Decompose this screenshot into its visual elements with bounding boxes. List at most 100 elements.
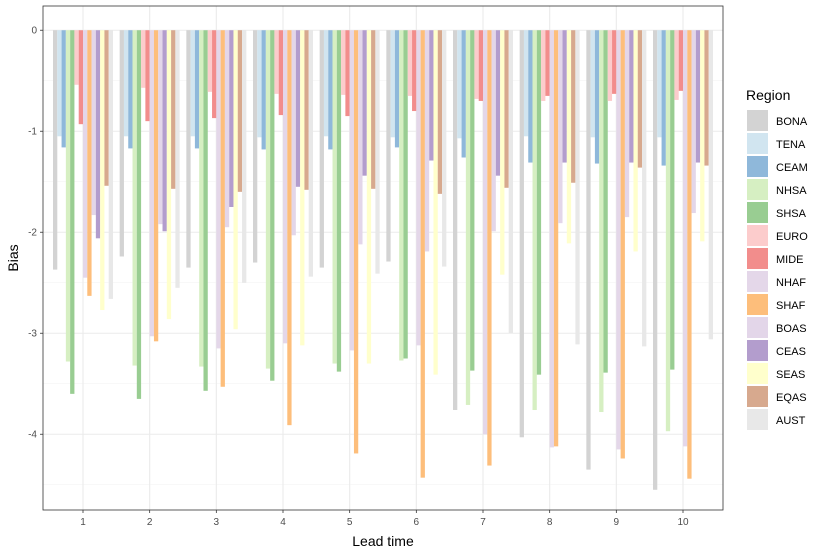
bar-tena-1	[57, 30, 62, 137]
bar-ceam-1	[61, 30, 66, 148]
bar-nhaf-7	[483, 30, 488, 435]
bar-mide-7	[478, 30, 483, 101]
bar-mide-5	[345, 30, 350, 117]
legend-label-ceam: CEAM	[776, 162, 808, 174]
y-axis: 0 -1 -2 -3 -4	[28, 26, 43, 441]
bar-seas-7	[500, 30, 505, 275]
bar-shsa-8	[536, 30, 542, 375]
legend-key-ceas	[747, 340, 768, 361]
legend-label-seas: SEAS	[776, 369, 805, 381]
legend-key-tena	[747, 133, 768, 154]
bar-shsa-7	[470, 30, 475, 371]
x-tick-label: 6	[414, 517, 420, 528]
x-tick-label: 4	[280, 517, 286, 528]
bar-shsa-2	[136, 30, 142, 399]
bar-bona-7	[453, 30, 458, 411]
bar-nhsa-9	[599, 30, 604, 413]
bar-seas-10	[700, 30, 705, 242]
bar-aust-7	[508, 30, 513, 334]
bar-boas-2	[158, 30, 163, 225]
legend-label-aust: AUST	[776, 415, 806, 427]
bar-ceam-9	[594, 30, 600, 164]
legend-key-boas	[747, 317, 768, 338]
bar-aust-1	[108, 30, 113, 299]
bar-seas-5	[366, 30, 372, 364]
bar-aust-9	[642, 30, 647, 347]
bar-aust-3	[242, 30, 247, 283]
bar-ceas-10	[695, 30, 701, 163]
bar-tena-7	[457, 30, 462, 139]
bar-euro-1	[74, 30, 79, 85]
bar-seas-1	[100, 30, 105, 311]
bar-eqas-4	[304, 30, 309, 190]
x-tick-label: 5	[347, 517, 353, 528]
y-tick-label: -3	[28, 329, 37, 340]
bar-ceam-3	[194, 30, 200, 149]
bar-euro-10	[674, 30, 679, 100]
bar-boas-10	[691, 30, 696, 214]
bar-ceas-8	[562, 30, 567, 163]
bar-bona-3	[186, 30, 191, 268]
bar-euro-2	[141, 30, 146, 88]
bar-mide-6	[412, 30, 417, 112]
bar-seas-3	[233, 30, 238, 330]
bar-mide-8	[545, 30, 550, 96]
x-tick-label: 8	[547, 517, 553, 528]
bar-aust-10	[708, 30, 713, 340]
legend-key-shsa	[747, 202, 768, 223]
bar-bona-2	[119, 30, 124, 257]
legend-key-euro	[747, 225, 768, 246]
bar-shaf-4	[287, 30, 292, 426]
legend-label-euro: EURO	[776, 231, 808, 243]
bar-eqas-7	[504, 30, 509, 188]
legend-label-shsa: SHSA	[776, 208, 807, 220]
x-tick-label: 3	[214, 517, 220, 528]
legend-title: Region	[746, 87, 790, 103]
bar-nhsa-5	[332, 30, 337, 364]
legend-key-seas	[747, 363, 768, 384]
bar-mide-10	[678, 30, 683, 91]
bar-ceas-4	[295, 30, 301, 187]
bar-ceam-2	[128, 30, 133, 149]
bar-nhsa-1	[65, 30, 71, 362]
bar-tena-9	[590, 30, 595, 138]
bar-nhsa-8	[532, 30, 537, 411]
y-tick-label: -4	[28, 430, 37, 441]
legend-label-ceas: CEAS	[776, 346, 806, 358]
bar-seas-8	[566, 30, 572, 244]
bar-nhsa-10	[665, 30, 671, 432]
bar-mide-4	[278, 30, 283, 116]
bar-seas-6	[433, 30, 438, 375]
bar-euro-7	[474, 30, 479, 99]
legend-key-eqas	[747, 386, 768, 407]
bar-nhaf-8	[549, 30, 554, 448]
bar-bona-5	[319, 30, 324, 268]
legend-key-nhsa	[747, 179, 768, 200]
bar-tena-4	[257, 30, 262, 138]
bar-nhaf-5	[349, 30, 354, 351]
bar-bona-1	[53, 30, 58, 270]
legend-key-aust	[747, 409, 768, 430]
bar-boas-6	[424, 30, 430, 252]
bar-euro-9	[607, 30, 613, 101]
bar-eqas-1	[104, 30, 109, 186]
bar-eqas-10	[704, 30, 709, 166]
bar-nhaf-1	[83, 30, 88, 278]
bar-ceas-5	[362, 30, 367, 176]
bar-eqas-5	[371, 30, 376, 189]
bar-aust-4	[308, 30, 313, 277]
bar-tena-10	[657, 30, 662, 138]
bar-mide-9	[612, 30, 617, 94]
bar-nhsa-6	[399, 30, 404, 361]
bar-ceas-1	[95, 30, 101, 239]
bar-shsa-10	[670, 30, 675, 370]
bar-shsa-6	[403, 30, 408, 359]
bar-boas-4	[291, 30, 296, 236]
bar-nhaf-6	[416, 30, 421, 346]
bar-seas-2	[166, 30, 172, 320]
bar-shsa-9	[603, 30, 608, 373]
bar-nhaf-4	[283, 30, 288, 344]
bar-ceam-4	[261, 30, 266, 150]
bar-boas-3	[224, 30, 230, 228]
